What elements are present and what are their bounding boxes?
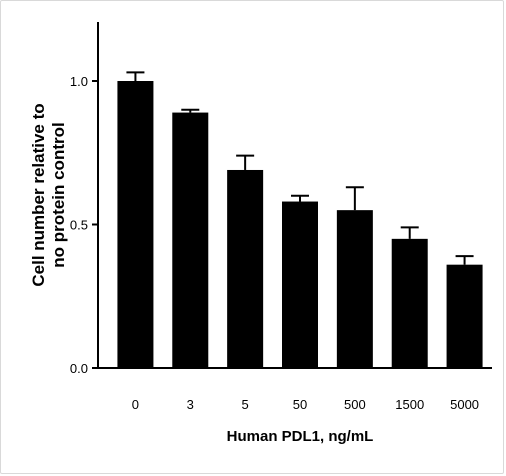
x-tick-label: 5000 [450, 397, 479, 412]
x-axis-title: Human PDL1, ng/mL [227, 428, 374, 445]
y-axis-title-line-1: Cell number relative to [29, 103, 48, 286]
y-tick-label: 0.5 [70, 218, 88, 233]
bar [227, 169, 264, 368]
y-axis-title-line-2: no protein control [49, 122, 68, 267]
bar [391, 238, 428, 368]
bar [446, 264, 483, 368]
x-tick-label: 1500 [395, 397, 424, 412]
x-tick-label: 5 [242, 397, 249, 412]
x-tick-label: 0 [132, 397, 139, 412]
bar [282, 201, 318, 368]
bar [172, 112, 209, 368]
y-tick-label: 1.0 [70, 74, 88, 89]
x-tick-label: 50 [293, 397, 307, 412]
x-tick-label: 3 [187, 397, 194, 412]
y-axis-title: Cell number relative to no protein contr… [29, 103, 68, 286]
bar [117, 81, 154, 368]
bar [336, 210, 373, 368]
y-tick-label: 0.0 [70, 361, 88, 376]
x-tick-label: 500 [344, 397, 366, 412]
